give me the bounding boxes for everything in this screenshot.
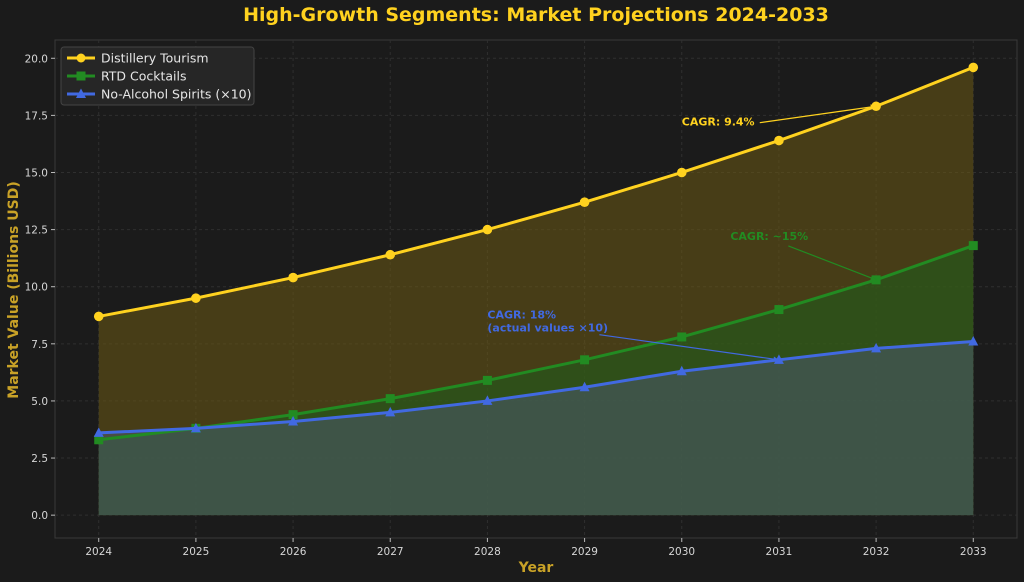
data-point [579,197,590,207]
data-point [676,167,687,178]
plot-area: 0.0 2.5 5.0 7.5 10.0 12.5 15.0 17.5 20.0 2024 2025… [25,39,1018,558]
series-line-0 [98,66,974,318]
data-point [580,355,590,365]
data-point [288,272,298,283]
data-point [385,249,396,260]
annotation-text-line2: (actual values ×10) [487,322,608,335]
y-tick-label: 5.0 [31,396,48,408]
series-line-1 [98,244,974,442]
annotation-arrowhead [870,275,877,281]
annotation-arrow [788,245,877,281]
data-point [676,365,687,376]
y-tick-label: 20.0 [25,53,48,65]
area-fill-2 [98,341,974,516]
data-point [774,135,784,146]
annotation-arrow [599,334,780,361]
legend-label: RTD Cocktails [101,69,187,84]
chart-title: High-Growth Segments: Market Projections… [243,4,829,26]
legend: Distillery Tourism RTD Cocktails No-Alcoho… [60,46,255,106]
y-tick-label: 12.5 [25,225,48,237]
y-tick-label: 2.5 [31,453,48,465]
annotation-text: CAGR: 18% [487,309,556,322]
data-point [93,427,104,437]
data-point [482,224,493,235]
x-tick-label: 2030 [668,546,695,558]
y-tick-label: 15.0 [25,167,48,179]
legend-marker [76,53,86,63]
y-tick-label: 10.0 [25,282,48,294]
y-tick-label: 17.5 [25,110,48,122]
annotation-text: CAGR: 9.4% [682,116,755,129]
data-point [385,406,396,417]
data-point [288,410,298,420]
x-tick-label: 2029 [571,546,598,558]
legend-label: No-Alcohol Spirits (×10) [101,87,252,102]
data-point [94,435,104,445]
data-point [385,394,395,404]
annotation-arrow [759,105,877,124]
data-point [190,422,201,433]
data-point [968,241,978,251]
x-tick-label: 2026 [280,546,307,558]
data-point [482,375,492,385]
x-tick-label: 2032 [863,546,890,558]
x-tick-label: 2025 [183,546,210,558]
data-point [968,62,979,73]
data-point [774,305,784,315]
data-point [871,342,882,353]
x-tick-label: 2031 [766,546,793,558]
data-point [677,332,687,342]
data-point [773,354,784,364]
data-point [871,101,881,112]
x-axis-label: Year [518,560,554,576]
data-point [93,311,104,322]
legend-marker [76,71,86,81]
data-point [191,293,201,303]
y-axis-label: Market Value (Billions USD) [6,181,22,398]
y-tick-label: 7.5 [31,339,48,351]
annotation-text: CAGR: ~15% [730,230,808,243]
series-line-2 [98,340,974,435]
legend-marker [76,88,86,98]
y-tick-label: 0.0 [31,510,48,522]
legend-box [60,46,255,106]
x-tick-label: 2028 [474,546,501,558]
data-point [968,336,979,346]
data-point [579,381,590,392]
x-tick-label: 2024 [85,546,112,558]
legend-label: Distillery Tourism [101,51,209,66]
annotation-arrowhead [773,356,779,362]
data-point [288,415,299,426]
annotation-arrowhead [870,104,877,110]
x-tick-label: 2033 [960,546,987,558]
x-tick-label: 2027 [377,546,404,558]
data-point [482,395,493,405]
